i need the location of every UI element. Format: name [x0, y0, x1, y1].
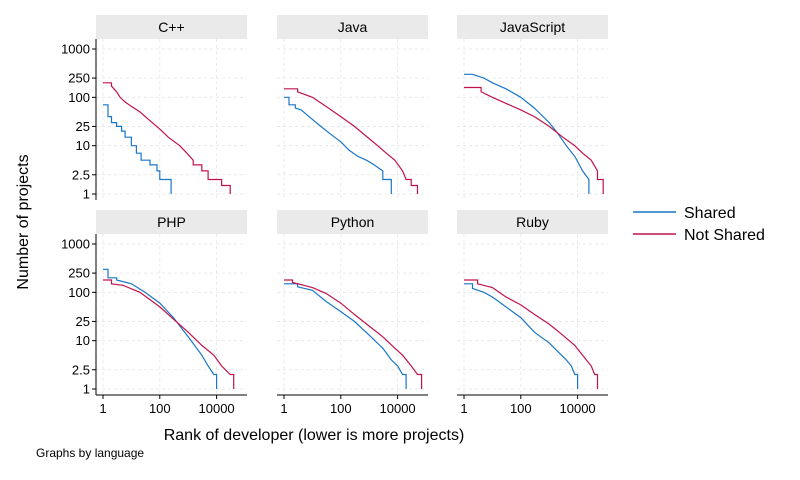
series-line-not-shared [464, 86, 604, 194]
series-line-shared [103, 104, 172, 194]
panel-header [277, 210, 428, 234]
y-tick-label: 10 [76, 333, 90, 348]
x-tick-label: 10000 [560, 401, 596, 416]
y-tick-label: 10 [76, 138, 90, 153]
panel-header [96, 210, 247, 234]
y-tick-label: 2.5 [72, 362, 90, 377]
legend-label-shared: Shared [684, 205, 736, 222]
panel-title: JavaScript [500, 19, 565, 35]
panel-header [457, 15, 608, 39]
x-tick-label: 10000 [380, 401, 416, 416]
x-tick-label: 100 [149, 401, 171, 416]
series-line-shared [103, 268, 218, 389]
panel-java: Java [277, 15, 428, 200]
panel-title: Python [331, 214, 375, 230]
panel-cplusplus: C++ 1 2.5 10 25 100 250 1000 [61, 15, 247, 202]
panel-title: PHP [157, 214, 186, 230]
series-line-shared [284, 283, 407, 389]
panel-php: PHP 1 2.5 10 25 100 250 1000 1 100 10000 [61, 210, 247, 416]
panel-title: Ruby [516, 214, 549, 230]
x-tick-label: 1 [99, 401, 106, 416]
panel-header [457, 210, 608, 234]
panel-header [277, 15, 428, 39]
panel-header [96, 15, 247, 39]
y-tick-label: 250 [68, 266, 90, 281]
legend-label-not-shared: Not Shared [684, 227, 765, 244]
panel-title: Java [338, 19, 368, 35]
y-tick-label: 25 [76, 119, 90, 134]
series-line-not-shared [103, 82, 231, 194]
y-axis-title: Number of projects [15, 154, 32, 289]
y-tick-label: 1000 [61, 42, 90, 57]
panel-python: Python 1 100 10000 [277, 210, 428, 416]
panel-javascript: JavaScript [457, 15, 608, 200]
y-tick-label: 100 [68, 285, 90, 300]
x-tick-label: 1 [460, 401, 467, 416]
series-line-shared [284, 96, 392, 194]
x-axis-title: Rank of developer (lower is more project… [164, 427, 465, 444]
x-tick-label: 10000 [199, 401, 235, 416]
y-tick-label: 2.5 [72, 167, 90, 182]
series-line-not-shared [464, 279, 599, 389]
y-tick-label: 1 [83, 382, 90, 397]
y-tick-label: 1000 [61, 237, 90, 252]
y-tick-label: 250 [68, 71, 90, 86]
x-tick-label: 1 [280, 401, 287, 416]
y-tick-label: 1 [83, 187, 90, 202]
panel-ruby: Ruby 1 100 10000 [457, 210, 608, 416]
series-line-not-shared [103, 279, 235, 389]
panel-title: C++ [158, 19, 184, 35]
series-line-not-shared [284, 279, 423, 389]
series-line-shared [464, 73, 590, 194]
legend: Shared Not Shared [633, 205, 765, 244]
panels: C++ 1 2.5 10 25 100 250 1000 Java JavaScript PHP 1 2… [61, 15, 608, 416]
graphs-note: Graphs by language [36, 446, 144, 460]
y-tick-label: 25 [76, 314, 90, 329]
x-tick-label: 100 [330, 401, 352, 416]
series-line-shared [464, 283, 579, 389]
y-tick-label: 100 [68, 90, 90, 105]
series-line-not-shared [284, 88, 419, 194]
x-tick-label: 100 [510, 401, 532, 416]
